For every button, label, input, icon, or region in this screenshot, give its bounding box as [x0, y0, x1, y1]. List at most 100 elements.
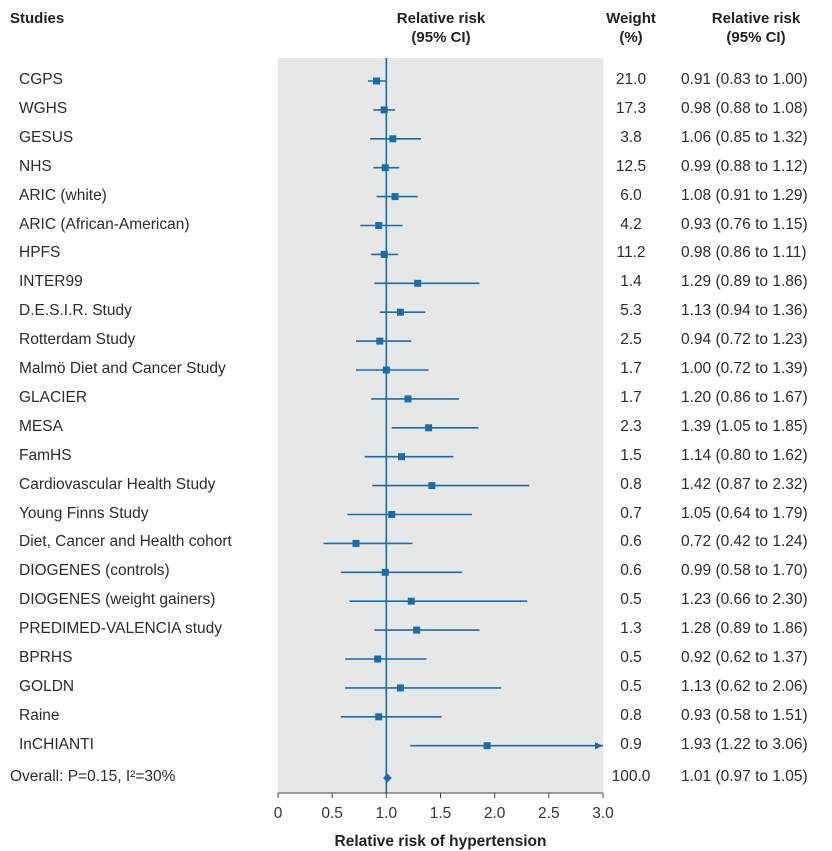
point-estimate	[414, 279, 422, 287]
study-ci: 1.00 (0.72 to 1.39)	[681, 360, 808, 377]
study-weight: 1.4	[620, 273, 642, 291]
point-estimate	[407, 597, 415, 605]
study-name: GOLDN	[19, 677, 75, 695]
header-relative-risk-line1: Relative risk	[396, 10, 486, 27]
ci-arrow	[595, 742, 603, 750]
point-estimate	[352, 539, 360, 547]
study-ci: 0.93 (0.76 to 1.15)	[681, 215, 808, 233]
point-estimate	[381, 164, 389, 172]
study-weight: 1.5	[620, 446, 642, 464]
study-name: Young Finns Study	[19, 504, 149, 522]
study-ci: 1.13 (0.94 to 1.36)	[681, 302, 808, 320]
study-weight: 5.3	[620, 302, 642, 320]
study-ci: 1.23 (0.66 to 2.30)	[681, 591, 808, 609]
study-weight: 0.8	[620, 706, 642, 724]
point-estimate	[398, 453, 405, 461]
x-tick-label: 1.5	[430, 805, 452, 822]
study-name: DIOGENES (weight gainers)	[19, 591, 216, 609]
study-ci: 0.98 (0.88 to 1.08)	[681, 99, 808, 117]
study-ci: 0.98 (0.86 to 1.11)	[681, 244, 807, 262]
x-tick-label: 2.0	[484, 805, 506, 822]
study-weight: 1.3	[620, 620, 642, 638]
study-ci: 1.28 (0.89 to 1.86)	[681, 620, 808, 638]
study-weight: 17.3	[615, 99, 647, 117]
study-name: Diet, Cancer and Health cohort	[19, 533, 232, 551]
point-estimate	[388, 511, 396, 518]
study-weight: 1.7	[620, 360, 642, 377]
study-ci: 0.72 (0.42 to 1.24)	[681, 533, 808, 551]
point-estimate	[376, 337, 384, 345]
study-name: FamHS	[19, 446, 72, 464]
study-ci: 0.91 (0.83 to 1.00)	[681, 71, 808, 88]
study-ci: 1.08 (0.91 to 1.29)	[681, 186, 808, 204]
study-weight: 0.9	[620, 735, 642, 753]
study-weight: 0.5	[620, 591, 642, 609]
study-name: D.E.S.I.R. Study	[19, 302, 132, 320]
study-name: GLACIER	[19, 388, 88, 406]
overall-ci: 1.01 (0.97 to 1.05)	[681, 768, 808, 785]
x-tick-label: 3.0	[592, 805, 614, 822]
overall-weight: 100.0	[611, 768, 651, 785]
study-name: BPRHS	[19, 649, 73, 666]
point-estimate	[380, 106, 388, 114]
header-weight-line2: (%)	[619, 29, 643, 46]
header-relative-risk-ci: Relative risk (95% CI)	[686, 9, 826, 47]
x-tick-label: 2.5	[538, 805, 560, 822]
study-name: NHS	[19, 157, 52, 175]
study-weight: 3.8	[620, 128, 642, 146]
study-weight: 0.6	[620, 562, 642, 580]
point-estimate	[375, 222, 383, 229]
overall-label: Overall: P=0.15, I²=30%	[10, 768, 176, 785]
study-name: Rotterdam Study	[19, 331, 136, 349]
study-weight: 0.8	[620, 475, 642, 493]
point-estimate	[381, 568, 389, 576]
study-name: INTER99	[19, 273, 83, 291]
study-name: MESA	[19, 417, 63, 435]
header-relative-risk-line2: (95% CI)	[411, 29, 471, 46]
header-relative-risk-ci-line1: Relative risk	[711, 10, 801, 27]
point-estimate	[382, 366, 390, 374]
point-estimate	[389, 135, 397, 143]
study-name: InCHIANTI	[19, 735, 94, 753]
study-ci: 1.14 (0.80 to 1.62)	[681, 446, 808, 464]
study-weight: 12.5	[615, 157, 647, 175]
x-axis-label: Relative risk of hypertension	[335, 833, 547, 850]
point-estimate	[428, 482, 436, 490]
study-name: CGPS	[19, 71, 63, 88]
study-ci: 1.29 (0.89 to 1.86)	[681, 273, 808, 291]
study-ci: 1.93 (1.22 to 3.06)	[681, 735, 808, 753]
point-estimate	[375, 713, 383, 721]
study-ci: 0.92 (0.62 to 1.37)	[681, 649, 808, 666]
point-estimate	[425, 424, 433, 432]
study-ci: 1.42 (0.87 to 2.32)	[681, 475, 808, 493]
study-weight: 21.0	[615, 71, 647, 88]
study-weight: 0.6	[620, 533, 642, 551]
study-name: HPFS	[19, 244, 61, 262]
study-weight: 2.5	[620, 331, 642, 349]
header-relative-risk-ci-line2: (95% CI)	[726, 29, 786, 46]
study-weight: 4.2	[620, 215, 642, 233]
overall-diamond	[383, 773, 392, 783]
study-name: Cardiovascular Health Study	[19, 475, 216, 493]
study-name: ARIC (white)	[19, 186, 107, 204]
study-weight: 0.7	[620, 504, 642, 522]
header-relative-risk: Relative risk (95% CI)	[361, 9, 521, 47]
study-weight: 0.5	[620, 677, 642, 695]
study-ci: 0.93 (0.58 to 1.51)	[681, 706, 808, 724]
header-weight-line1: Weight	[606, 10, 656, 27]
study-name: ARIC (African-American)	[19, 215, 190, 233]
study-name: Malmö Diet and Cancer Study	[19, 360, 226, 377]
header-weight: Weight (%)	[596, 9, 666, 47]
point-estimate	[404, 395, 412, 403]
study-ci: 0.99 (0.58 to 1.70)	[681, 562, 808, 580]
study-ci: 1.06 (0.85 to 1.32)	[681, 128, 808, 146]
point-estimate	[391, 193, 399, 201]
study-ci: 0.99 (0.88 to 1.12)	[681, 157, 808, 175]
x-tick-label: 0.5	[321, 805, 343, 822]
point-estimate	[373, 77, 381, 85]
plot-panel	[278, 58, 603, 793]
study-ci: 1.13 (0.62 to 2.06)	[681, 677, 808, 695]
study-name: WGHS	[19, 99, 68, 117]
study-ci: 1.39 (1.05 to 1.85)	[681, 417, 808, 435]
